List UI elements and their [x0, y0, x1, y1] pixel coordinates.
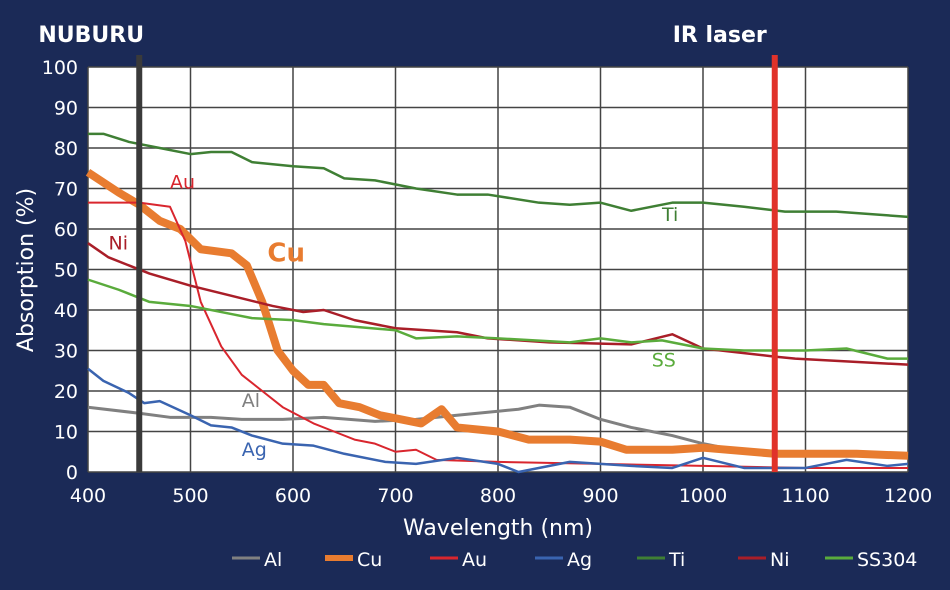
y-tick-label: 50	[54, 260, 78, 282]
series-label-ag: Ag	[242, 439, 267, 461]
legend-entry: Ni	[770, 549, 790, 571]
series-label-ni: Ni	[109, 232, 129, 254]
x-tick-label: 700	[377, 485, 413, 507]
x-tick-label: 500	[172, 485, 208, 507]
legend: Al Cu Au Ag Ti Ni SS304	[232, 549, 917, 571]
y-tick-label: 90	[54, 98, 78, 120]
y-tick-label: 70	[54, 179, 78, 201]
x-tick-label: 600	[275, 485, 311, 507]
series-label-al: Al	[242, 390, 260, 412]
series-lines	[85, 132, 909, 474]
tick-labels: 0 10 20 30 40 50 60 70 80 90 100 400 500 600 700 800 900…	[42, 57, 932, 507]
x-axis-label: Wavelength (nm)	[403, 516, 593, 541]
x-tick-label: 1000	[679, 485, 727, 507]
series-label-ti: Ti	[661, 204, 678, 226]
y-tick-label: 30	[54, 341, 78, 363]
vertical-markers: NUBURU IR laser	[38, 23, 778, 472]
legend-entry: SS304	[857, 549, 917, 571]
series-line-al	[87, 403, 909, 458]
y-tick-label: 40	[54, 300, 78, 322]
grid	[87, 66, 909, 473]
legend-entry: Al	[264, 549, 282, 571]
y-tick-label: 80	[54, 138, 78, 160]
series-label-cu: Cu	[267, 238, 305, 268]
x-tick-label: 900	[582, 485, 618, 507]
marker-label: IR laser	[673, 23, 767, 48]
y-axis-label: Absorption (%)	[14, 188, 39, 352]
series-label-ss304: SS	[652, 350, 676, 372]
series-line-ni	[87, 242, 909, 366]
y-tick-label: 100	[42, 57, 78, 79]
x-tick-label: 400	[70, 485, 106, 507]
series-labels: Al Cu Au Ag Ti Ni SS	[109, 172, 679, 461]
y-tick-label: 0	[66, 462, 78, 484]
legend-entry: Ag	[567, 549, 592, 571]
x-tick-label: 1100	[781, 485, 829, 507]
marker-label: NUBURU	[38, 23, 144, 48]
series-line-ti	[88, 132, 909, 219]
series-line-ag	[87, 367, 909, 474]
legend-entry: Ti	[668, 549, 685, 571]
x-tick-label: 800	[480, 485, 516, 507]
series-label-au: Au	[170, 172, 195, 194]
y-tick-label: 10	[54, 422, 78, 444]
series-line-cu	[85, 168, 909, 460]
legend-entry: Au	[462, 549, 487, 571]
legend-entry: Cu	[357, 549, 382, 571]
x-tick-label: 1200	[884, 485, 932, 507]
y-tick-label: 60	[54, 219, 78, 241]
y-tick-label: 20	[54, 381, 78, 403]
